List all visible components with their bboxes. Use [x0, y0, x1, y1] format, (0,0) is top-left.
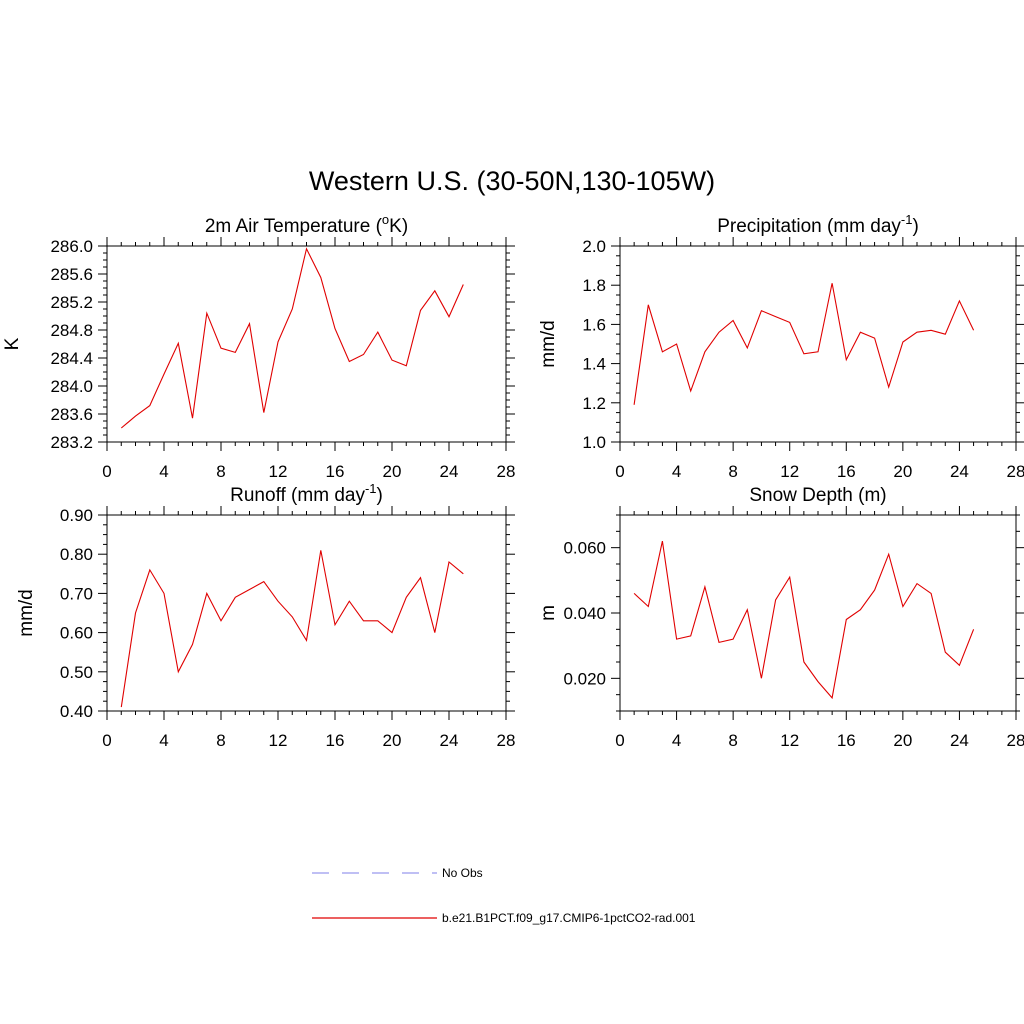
- panel-title-superscript: -1: [365, 481, 377, 496]
- legend-label: No Obs: [442, 866, 483, 880]
- y-tick-label: 0.80: [60, 545, 93, 564]
- x-tick-label: 16: [837, 462, 856, 481]
- x-tick-label: 28: [497, 731, 516, 750]
- y-axis-label: mm/d: [16, 589, 37, 637]
- x-tick-label: 20: [383, 731, 402, 750]
- legend-item-1: No Obs: [312, 866, 483, 880]
- x-tick-label: 28: [497, 462, 516, 481]
- y-tick-label: 285.6: [50, 265, 93, 284]
- x-tick-label: 24: [950, 462, 969, 481]
- panel-title-text: Precipitation (mm day: [717, 216, 901, 237]
- panels: 2m Air Temperature (oK) K 0 4 8 12 16 20 24 28 283…: [2, 212, 1024, 750]
- y-tick-label: 1.4: [582, 355, 606, 374]
- x-tick-label: 0: [615, 462, 624, 481]
- series-line: [120, 247, 464, 429]
- panel-title: 2m Air Temperature (oK): [205, 212, 408, 237]
- x-tick-label: 16: [326, 731, 345, 750]
- y-tick-label: 0.90: [60, 506, 93, 525]
- y-tick-label: 1.6: [582, 315, 606, 334]
- x-tick-label: 24: [950, 731, 969, 750]
- panel-4: Snow Depth (m) m 0 4 8 12 16 20 24 28 0.020 0.040 0.…: [538, 485, 1024, 750]
- x-tick-label: 4: [672, 462, 681, 481]
- y-tick-label: 1.2: [582, 394, 606, 413]
- x-tick-label: 16: [326, 462, 345, 481]
- x-tick-label: 28: [1007, 731, 1024, 750]
- x-tick-label: 12: [780, 462, 799, 481]
- x-tick-label: 24: [440, 731, 459, 750]
- x-tick-label: 4: [159, 462, 168, 481]
- panel-3: Runoff (mm day-1) mm/d 0 4 8 12 16 20 24 28 0.40 0.…: [16, 481, 515, 750]
- y-tick-label: 1.8: [582, 276, 606, 295]
- panel-2: Precipitation (mm day-1) mm/d 0 4 8 12 16 20 24 2…: [538, 212, 1024, 481]
- plot-frame: [619, 245, 1017, 443]
- x-tick-label: 0: [615, 731, 624, 750]
- panel-title-text: Snow Depth (m): [749, 485, 886, 506]
- panel-title: Snow Depth (m): [749, 485, 886, 506]
- y-tick-label: 0.060: [563, 539, 606, 558]
- series-line: [120, 550, 464, 708]
- y-tick-label: 0.020: [563, 669, 606, 688]
- x-tick-label: 0: [102, 731, 111, 750]
- x-tick-label: 20: [893, 731, 912, 750]
- x-tick-label: 16: [837, 731, 856, 750]
- plot-frame: [106, 514, 507, 712]
- x-tick-label: 12: [780, 731, 799, 750]
- y-tick-label: 0.60: [60, 624, 93, 643]
- legend-label: b.e21.B1PCT.f09_g17.CMIP6-1pctCO2-rad.00…: [442, 911, 696, 925]
- y-tick-label: 284.0: [50, 377, 93, 396]
- x-tick-label: 24: [440, 462, 459, 481]
- x-tick-label: 0: [102, 462, 111, 481]
- x-tick-label: 20: [893, 462, 912, 481]
- legend: No Obs b.e21.B1PCT.f09_g17.CMIP6-1pctCO2-…: [312, 866, 696, 925]
- panel-title: Runoff (mm day-1): [230, 481, 383, 506]
- series-line: [633, 283, 975, 405]
- panel-title: Precipitation (mm day-1): [717, 212, 919, 237]
- x-tick-label: 4: [159, 731, 168, 750]
- y-tick-label: 0.70: [60, 584, 93, 603]
- legend-item-2: b.e21.B1PCT.f09_g17.CMIP6-1pctCO2-rad.00…: [312, 911, 696, 925]
- x-tick-label: 8: [728, 731, 737, 750]
- y-tick-label: 0.040: [563, 604, 606, 623]
- x-tick-label: 8: [216, 462, 225, 481]
- y-tick-label: 283.2: [50, 433, 93, 452]
- x-tick-label: 4: [672, 731, 681, 750]
- panel-title-text: 2m Air Temperature (: [205, 216, 383, 237]
- x-tick-label: 28: [1007, 462, 1024, 481]
- y-tick-label: 284.4: [50, 349, 93, 368]
- x-tick-label: 20: [383, 462, 402, 481]
- y-tick-label: 1.0: [582, 433, 606, 452]
- plot-frame: [106, 245, 507, 443]
- y-tick-label: 286.0: [50, 237, 93, 256]
- y-axis-label: mm/d: [538, 320, 559, 368]
- panel-title-text: Runoff (mm day: [230, 485, 365, 506]
- panel-1: 2m Air Temperature (oK) K 0 4 8 12 16 20 24 28 283…: [2, 212, 515, 481]
- x-tick-label: 12: [269, 731, 288, 750]
- x-tick-label: 8: [216, 731, 225, 750]
- panel-title-suffix: ): [377, 485, 383, 506]
- x-tick-label: 8: [728, 462, 737, 481]
- y-tick-label: 284.8: [50, 321, 93, 340]
- y-tick-label: 2.0: [582, 237, 606, 256]
- y-tick-label: 285.2: [50, 293, 93, 312]
- y-axis-label: K: [2, 337, 23, 350]
- panel-title-superscript: -1: [901, 212, 913, 227]
- panel-title-superscript: o: [382, 212, 389, 227]
- figure-title: Western U.S. (30-50N,130-105W): [309, 166, 715, 196]
- y-tick-label: 0.40: [60, 702, 93, 721]
- y-axis-label: m: [538, 605, 559, 621]
- panel-title-suffix: ): [912, 216, 918, 237]
- panel-title-suffix: K): [389, 216, 408, 237]
- y-tick-label: 283.6: [50, 405, 93, 424]
- series-line: [633, 540, 975, 700]
- y-tick-label: 0.50: [60, 663, 93, 682]
- x-tick-label: 12: [269, 462, 288, 481]
